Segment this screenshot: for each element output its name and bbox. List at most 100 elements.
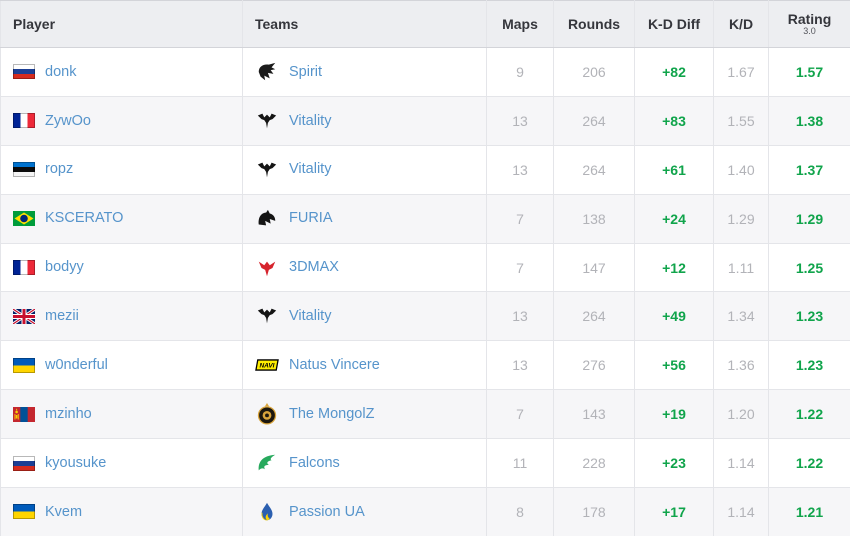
- player-name: bodyy: [45, 259, 84, 276]
- team-link[interactable]: 3DMAX: [243, 257, 486, 279]
- player-link[interactable]: donk: [1, 63, 242, 80]
- player-name: mzinho: [45, 405, 92, 422]
- rounds-value: 143: [553, 389, 635, 440]
- table-header: Player Teams Maps Rounds K-D Diff K/D Ra…: [0, 0, 850, 48]
- player-name: kyousuke: [45, 454, 107, 471]
- natus-vincere-logo-icon: NAVI: [255, 357, 279, 373]
- kd-diff-value: +19: [634, 389, 714, 440]
- column-header-rating[interactable]: Rating 3.0: [768, 0, 850, 48]
- player-link[interactable]: mezii: [1, 308, 242, 325]
- player-name: Kvem: [45, 503, 83, 520]
- player-link[interactable]: mzinho: [1, 405, 242, 422]
- kd-value: 1.67: [713, 47, 769, 97]
- team-link[interactable]: Vitality: [243, 110, 486, 132]
- team-name: The MongolZ: [289, 405, 375, 422]
- player-link[interactable]: KSCERATO: [1, 210, 242, 227]
- rating-value: 1.22: [768, 389, 850, 440]
- column-header-kd-diff[interactable]: K-D Diff: [634, 0, 714, 48]
- maps-value: 13: [486, 95, 554, 146]
- player-name: mezii: [45, 308, 79, 325]
- team-link[interactable]: Falcons: [243, 452, 486, 474]
- maps-value: 11: [486, 438, 554, 489]
- column-header-kd[interactable]: K/D: [713, 0, 769, 48]
- table-row: kyousuke Falcons 11 228 +23 1.14 1.22: [0, 438, 850, 489]
- kd-value: 1.14: [713, 487, 769, 536]
- maps-value: 8: [486, 487, 554, 536]
- team-link[interactable]: NAVI Natus Vincere: [243, 357, 486, 373]
- rounds-value: 264: [553, 95, 635, 146]
- rounds-value: 276: [553, 340, 635, 391]
- kd-diff-value: +56: [634, 340, 714, 391]
- player-link[interactable]: w0nderful: [1, 357, 242, 373]
- player-link[interactable]: kyousuke: [1, 454, 242, 471]
- maps-value: 7: [486, 193, 554, 244]
- rating-value: 1.29: [768, 193, 850, 244]
- table-row: ropz Vitality 13 264 +61 1.40 1.37: [0, 144, 850, 195]
- player-link[interactable]: ropz: [1, 162, 242, 178]
- column-header-player[interactable]: Player: [0, 0, 243, 48]
- table-row: w0nderful NAVI Natus Vincere 13 276 +56 …: [0, 340, 850, 391]
- table-row: mzinho The MongolZ 7 143 +19 1.20 1.22: [0, 389, 850, 440]
- team-link[interactable]: Vitality: [243, 305, 486, 327]
- estonia-flag-icon: [13, 162, 35, 178]
- kd-diff-value: +23: [634, 438, 714, 489]
- maps-value: 13: [486, 291, 554, 342]
- maps-value: 13: [486, 144, 554, 195]
- kd-value: 1.11: [713, 242, 769, 293]
- rating-value: 1.38: [768, 95, 850, 146]
- team-link[interactable]: Vitality: [243, 159, 486, 181]
- france-flag-icon: [13, 260, 35, 275]
- column-header-rounds[interactable]: Rounds: [553, 0, 635, 48]
- rating-value: 1.23: [768, 340, 850, 391]
- team-link[interactable]: FURIA: [243, 208, 486, 230]
- rating-value: 1.23: [768, 291, 850, 342]
- kd-diff-value: +12: [634, 242, 714, 293]
- kd-value: 1.55: [713, 95, 769, 146]
- team-link[interactable]: Spirit: [243, 61, 486, 83]
- vitality-logo-icon: [255, 305, 279, 327]
- team-name: Vitality: [289, 308, 332, 325]
- player-name: donk: [45, 63, 77, 80]
- brazil-flag-icon: [13, 211, 35, 227]
- team-name: FURIA: [289, 210, 333, 227]
- column-header-maps[interactable]: Maps: [486, 0, 554, 48]
- player-link[interactable]: ZywOo: [1, 112, 242, 129]
- table-row: donk Spirit 9 206 +82 1.67 1.57: [0, 47, 850, 97]
- rounds-value: 264: [553, 144, 635, 195]
- player-link[interactable]: bodyy: [1, 260, 242, 275]
- maps-value: 13: [486, 340, 554, 391]
- rounds-value: 206: [553, 47, 635, 97]
- kd-value: 1.20: [713, 389, 769, 440]
- team-name: Vitality: [289, 112, 332, 129]
- team-name: Falcons: [289, 454, 340, 471]
- kd-value: 1.29: [713, 193, 769, 244]
- kd-value: 1.34: [713, 291, 769, 342]
- rating-version-label: 3.0: [803, 26, 816, 36]
- the-mongolz-logo-icon: [255, 403, 279, 425]
- rounds-value: 138: [553, 193, 635, 244]
- player-name: ZywOo: [45, 112, 91, 129]
- 3dmax-logo-icon: [255, 257, 279, 279]
- rounds-value: 228: [553, 438, 635, 489]
- team-name: Vitality: [289, 161, 332, 178]
- france-flag-icon: [13, 113, 35, 129]
- column-header-teams[interactable]: Teams: [242, 0, 487, 48]
- table-row: Kvem Passion UA 8 178 +17 1.14 1.21: [0, 487, 850, 536]
- team-name: 3DMAX: [289, 259, 339, 276]
- player-name: KSCERATO: [45, 210, 124, 227]
- team-link[interactable]: Passion UA: [243, 501, 486, 523]
- kd-value: 1.36: [713, 340, 769, 391]
- team-link[interactable]: The MongolZ: [243, 403, 486, 425]
- player-link[interactable]: Kvem: [1, 503, 242, 520]
- rating-value: 1.22: [768, 438, 850, 489]
- rounds-value: 264: [553, 291, 635, 342]
- mongolia-flag-icon: [13, 406, 35, 422]
- kd-diff-value: +17: [634, 487, 714, 536]
- vitality-logo-icon: [255, 159, 279, 181]
- maps-value: 7: [486, 242, 554, 293]
- rounds-value: 147: [553, 242, 635, 293]
- rounds-value: 178: [553, 487, 635, 536]
- team-name: Passion UA: [289, 503, 365, 520]
